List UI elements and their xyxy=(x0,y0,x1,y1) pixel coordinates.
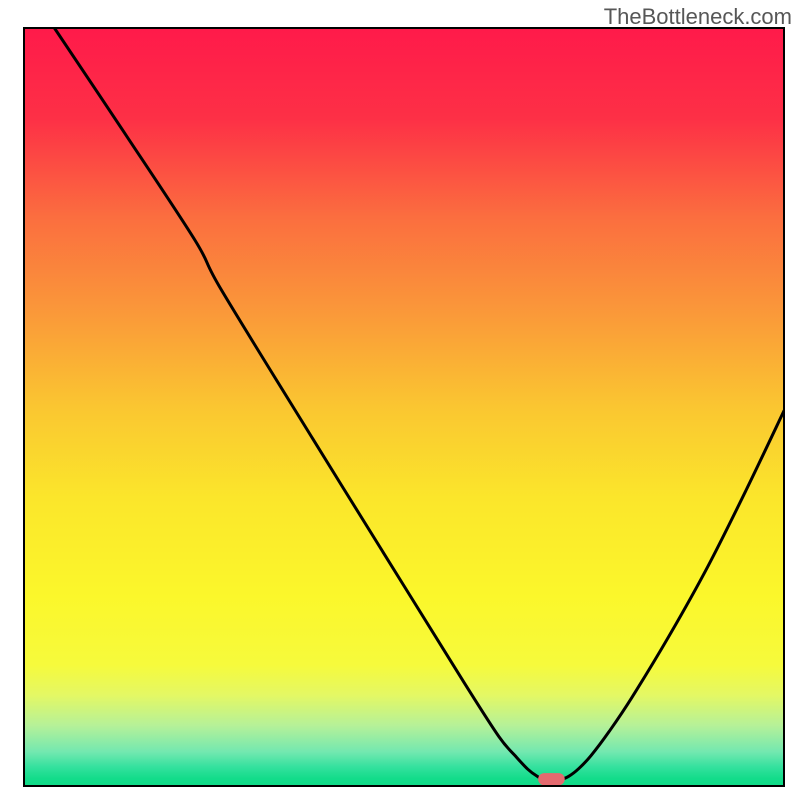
chart-svg xyxy=(0,0,800,800)
bottleneck-chart: TheBottleneck.com xyxy=(0,0,800,800)
minimum-marker xyxy=(538,773,565,785)
gradient-background xyxy=(24,28,784,786)
watermark-text: TheBottleneck.com xyxy=(604,4,792,30)
